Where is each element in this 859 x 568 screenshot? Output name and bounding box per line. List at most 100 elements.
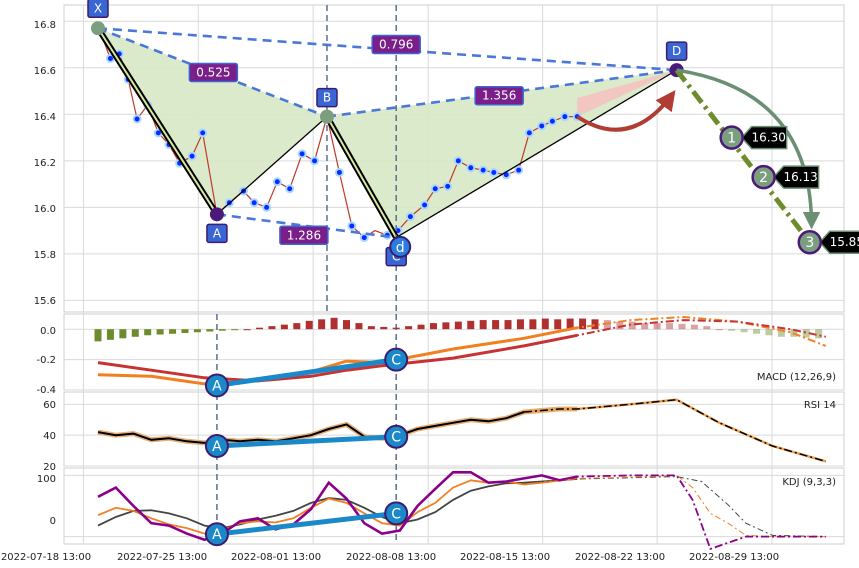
macd-hist-bar: [616, 321, 624, 330]
kdj-divergence-line: [216, 510, 397, 537]
macd-hist-bar: [591, 319, 599, 330]
macd-hist-bar: [429, 323, 437, 330]
kdj-y-ticks: 0 100: [37, 474, 56, 527]
macd-hist-bar: [492, 320, 500, 330]
macd-hist-bar: [442, 322, 450, 330]
overlay-layer: X A B C Dd 0.525 0.796 1.356 1.286 16.30 1 16.13 2 15…: [87, 0, 859, 547]
arrow-red: [576, 90, 676, 132]
price-point: [524, 128, 534, 138]
price-point: [249, 198, 259, 208]
macd-hist-bar: [144, 329, 152, 336]
kdj-k-line: [97, 477, 578, 535]
target-circle-1: [751, 164, 776, 190]
macd-hist-bar: [380, 326, 388, 330]
macd-hist-bar: [777, 329, 785, 337]
macd-hist-bar: [603, 320, 611, 330]
macd-hist-bar: [355, 323, 363, 330]
rsi-y-ticks: 20 40 60: [43, 400, 56, 473]
macd-panel: [63, 313, 845, 391]
macd-hist-bar: [753, 329, 761, 334]
macd-hist-bar: [218, 329, 226, 331]
label-x-box: [87, 0, 109, 19]
node-b: [319, 109, 334, 124]
price-point: [430, 184, 440, 194]
price-point: [420, 200, 430, 210]
macd-hist-bar: [169, 329, 177, 334]
price-point: [262, 202, 272, 212]
macd-hist-bar: [454, 321, 462, 330]
ratio-box-0: [188, 62, 239, 83]
macd-hist-bar: [641, 323, 649, 330]
macd-divergence-label-a: A: [212, 378, 222, 394]
node-x: [91, 21, 105, 36]
price-point: [347, 221, 357, 231]
signal-line-projection: [523, 319, 827, 347]
ratio-label-2: 1.356: [482, 89, 516, 103]
rsi-panel-label: RSI 14: [804, 400, 836, 411]
rsi-divergence-label-a: A: [212, 439, 222, 455]
macd-hist-bar: [367, 326, 375, 330]
macd-hist-bar: [628, 321, 636, 330]
price-point: [285, 184, 295, 194]
target-zone: [577, 70, 677, 117]
node-a: [209, 207, 224, 222]
arrow-green: [676, 68, 821, 230]
projection-line: [674, 68, 812, 244]
macd-hist-bar: [268, 326, 276, 330]
macd-hist-bar: [703, 326, 711, 330]
price-point: [187, 151, 197, 161]
kdj-d-projection: [523, 476, 826, 538]
price-tick-15-8: 15.8: [34, 250, 56, 261]
price-point: [466, 163, 476, 173]
leg-bc-inner: [326, 116, 398, 239]
target-flag-0: [740, 125, 788, 150]
macd-hist-bar: [541, 318, 549, 330]
price-point: [560, 112, 570, 122]
kdj-panel-label: KDJ (9,3,3): [782, 477, 836, 488]
price-point: [478, 165, 488, 175]
ratio-label-3: 1.286: [287, 228, 321, 242]
price-point: [310, 156, 320, 166]
kdj-tick-0: 0: [50, 516, 56, 527]
macd-tick-neg-0-4: -0.4: [36, 385, 56, 396]
ratio-label-0: 0.525: [196, 65, 230, 79]
macd-hist-bar: [131, 329, 139, 337]
price-point: [198, 128, 208, 138]
rsi-line: [97, 408, 578, 444]
macd-hist-bar: [802, 329, 810, 338]
macd-hist-bar: [318, 319, 326, 330]
d-label: d: [396, 240, 405, 256]
rsi-divergence-c: [384, 424, 409, 449]
label-a-box: [206, 223, 228, 244]
x-tick-3: 2022-08-08 13:00: [346, 552, 436, 563]
rsi-divergence-line: [216, 434, 397, 449]
target-circle-2: [797, 229, 823, 255]
price-point: [547, 116, 557, 126]
target-value-2: 15.85: [830, 235, 859, 249]
price-tick-15-6: 15.6: [34, 296, 56, 307]
macd-tick-neg-0-2: -0.2: [36, 355, 56, 366]
rsi-tick-20: 20: [43, 462, 56, 473]
rsi-divergence-a: [204, 433, 229, 458]
macd-hist-bar: [293, 323, 301, 330]
macd-hist-bar: [256, 327, 264, 330]
label-b-box: [316, 87, 338, 108]
macd-hist-bar: [690, 324, 698, 330]
macd-hist-bar: [305, 320, 313, 330]
ratio-box-3: [279, 225, 329, 245]
macd-hist-bar: [181, 329, 189, 333]
kdj-divergence-a: [204, 522, 229, 547]
price-point: [453, 156, 463, 166]
kdj-divergence-label-a: A: [212, 527, 222, 543]
macd-hist-bar: [405, 326, 413, 330]
macd-hist-bar: [529, 319, 537, 330]
macd-hist-bar: [765, 329, 773, 336]
macd-line-projection: [523, 315, 827, 347]
rsi-layer: [97, 398, 827, 463]
kdj-tick-100: 100: [37, 474, 56, 485]
price-layer: [91, 5, 821, 544]
macd-hist-bar: [193, 329, 201, 333]
price-point: [514, 165, 524, 175]
price-point: [132, 114, 142, 124]
